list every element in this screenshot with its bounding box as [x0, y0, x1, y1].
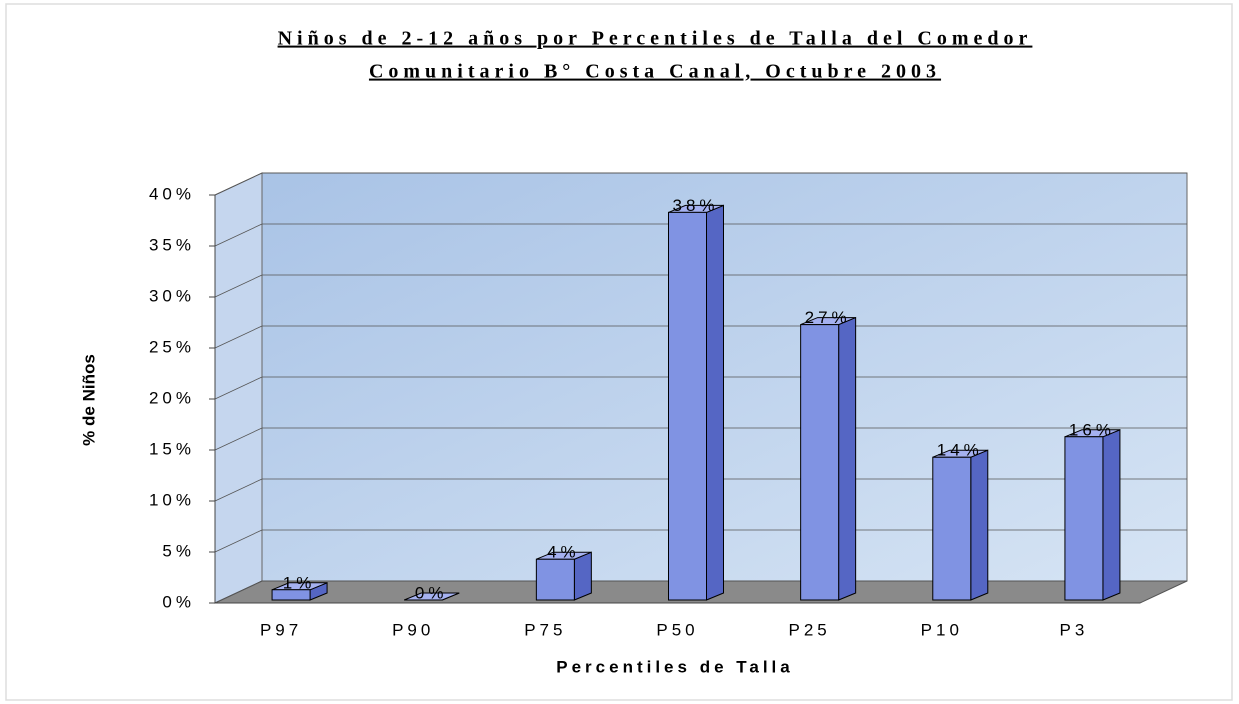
bar [933, 450, 988, 600]
x-axis-label: Percentiles de Talla [556, 657, 793, 676]
y-tick-label: 0% [162, 592, 195, 611]
bar-face [1103, 430, 1120, 600]
x-tick-label: P25 [789, 620, 831, 639]
data-label: 14% [937, 441, 983, 460]
y-tick-label: 30% [149, 286, 195, 305]
x-tick-label: P50 [656, 620, 698, 639]
y-tick-label: 25% [149, 337, 195, 356]
bar-face [971, 450, 988, 600]
x-tick-label: P90 [392, 620, 434, 639]
bar [801, 318, 856, 600]
data-label: 27% [805, 308, 851, 327]
chart-title: Niños de 2-12 años por Percentiles de Ta… [278, 28, 1033, 50]
y-tick-label: 10% [149, 490, 195, 509]
chart: Niños de 2-12 años por Percentiles de Ta… [0, 0, 1239, 704]
x-tick-label: P10 [921, 620, 963, 639]
bar [1065, 430, 1120, 600]
y-axis-label: % de Niños [79, 354, 98, 446]
bar-face [669, 212, 707, 600]
bar-face [536, 559, 574, 600]
x-tick-label: P3 [1060, 620, 1089, 639]
y-tick-label: 40% [149, 184, 195, 203]
x-tick-label: P97 [260, 620, 302, 639]
y-tick-label: 20% [149, 388, 195, 407]
data-label: 16% [1069, 420, 1115, 439]
y-tick-label: 15% [149, 439, 195, 458]
bar [669, 205, 724, 600]
chart-title: Comunitario B° Costa Canal, Octubre 2003 [369, 61, 941, 83]
bar-face [707, 205, 724, 600]
bar-face [801, 325, 839, 600]
data-label: 1% [283, 573, 316, 592]
bar-face [1065, 437, 1103, 600]
bar-face [933, 457, 971, 600]
data-label: 4% [547, 543, 580, 562]
y-tick-label: 35% [149, 235, 195, 254]
data-label: 38% [672, 196, 718, 215]
y-tick-label: 5% [162, 541, 195, 560]
x-tick-label: P75 [524, 620, 566, 639]
data-label: 0% [415, 583, 448, 602]
bar-face [839, 318, 856, 600]
